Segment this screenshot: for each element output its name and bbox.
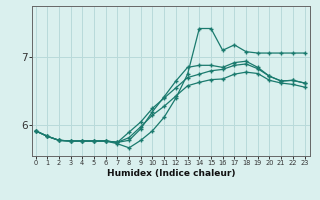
X-axis label: Humidex (Indice chaleur): Humidex (Indice chaleur) — [107, 169, 236, 178]
